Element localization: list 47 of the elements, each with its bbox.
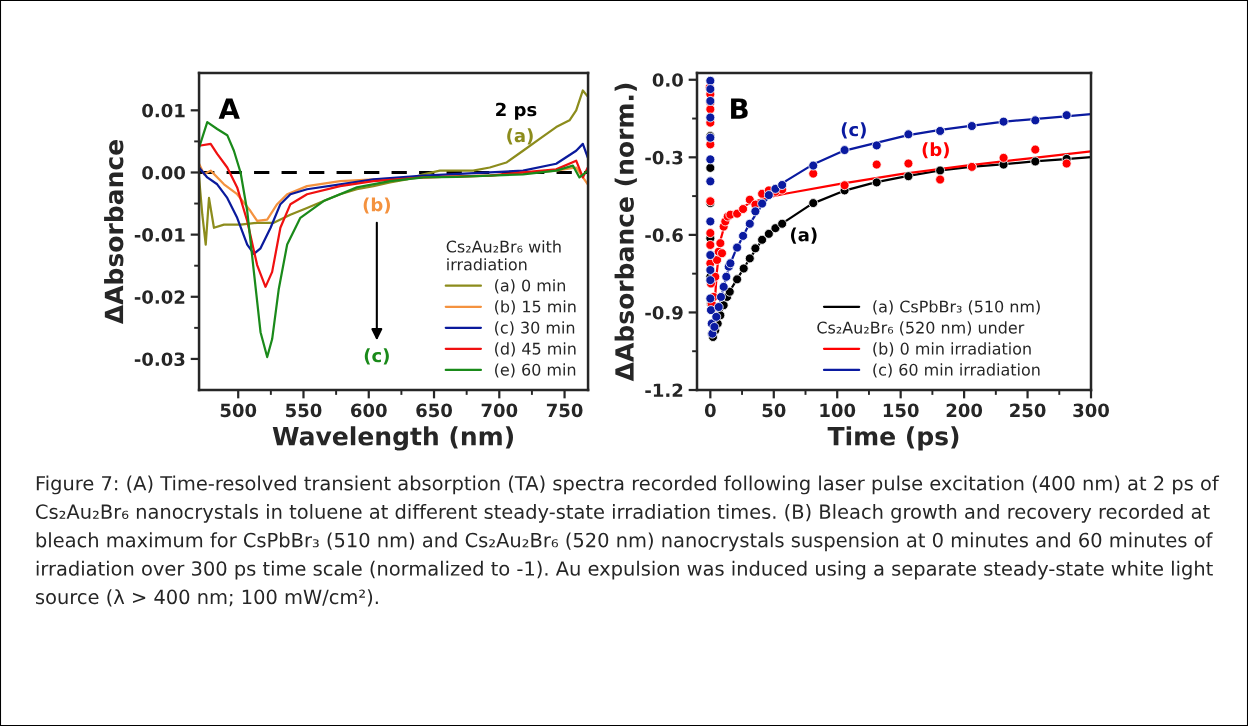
y-tick-label: -0.01 [134, 228, 185, 242]
y-tick-label: 0.01 [142, 103, 185, 118]
annotation: A [218, 98, 240, 119]
y-tick-label: -1.2 [645, 383, 683, 397]
x-tick-label: 150 [883, 403, 919, 418]
y-axis-title: ΔAbsorbance (norm.) [614, 83, 637, 382]
annotation: 2 ps [496, 102, 537, 120]
legend-label: (b) 0 min irradiation [873, 342, 1031, 357]
x-tick-label: 200 [946, 403, 983, 418]
x-tick-label: 500 [220, 403, 257, 418]
y-tick-label: 0.0 [652, 73, 683, 87]
x-tick-label: 600 [351, 403, 387, 418]
x-tick-label: 700 [481, 403, 518, 418]
caption: Figure 7: (A) Time-resolved transient absorption (TA) spectra recorded following laser pulse excitation (400 nm) at 2 ps of Cs₂Au₂Br₆ nanocrystals in toluene at different steady-state irradiation times. (B) Bleach growth and recovery recorded at bleach maximum for CsPbBr₃ (510 nm) and Cs₂Au₂Br₆ (520 nm) nanocrystals suspension at 0 minutes and 60 minutes of irradiation over 300 ps time scale (normalized to -1). Au expulsion was induced using a separate steady-state white light source (λ > 400 nm; 100 mW/cm²). [36, 475, 1220, 607]
annotation: (a) [507, 128, 533, 145]
annotation: (c) [841, 122, 866, 139]
x-tick-label: 750 [546, 403, 583, 418]
x-tick-label: 100 [820, 403, 856, 418]
annotation: Cs₂Au₂Br₆ (520 nm) under [817, 321, 1025, 336]
y-tick-label: -0.02 [134, 290, 185, 304]
x-tick-label: 50 [762, 403, 786, 418]
legend-label: (d) 45 min [495, 342, 576, 357]
y-tick-label: -0.6 [645, 228, 683, 242]
y-tick-label: -0.9 [645, 305, 683, 320]
legend-title: Cs₂Au₂Br₆ with irradiation [446, 240, 561, 271]
x-tick-label: 650 [416, 403, 452, 418]
y-axis-title: ΔAbsorbance [104, 140, 124, 325]
x-tick-label: 300 [1073, 403, 1109, 418]
legend-label: (e) 60 min [495, 363, 576, 378]
annotation: (c) [364, 348, 389, 365]
legend-label: (c) 60 min irradiation [873, 363, 1040, 378]
legend-label: (c) 30 min [495, 321, 575, 336]
y-tick-label: 0.00 [142, 165, 185, 180]
x-axis-title: Time (ps) [827, 426, 959, 451]
x-tick-label: 250 [1010, 403, 1046, 418]
annotation: B [731, 98, 748, 119]
x-tick-label: 0 [704, 403, 716, 418]
annotation: (b) [363, 197, 390, 214]
x-tick-label: 550 [286, 403, 322, 418]
y-tick-label: -0.3 [645, 150, 683, 165]
annotation: (b) [922, 142, 949, 159]
annotation: (a) [790, 227, 817, 244]
legend-label: (a) 0 min [495, 279, 566, 294]
y-tick-label: -0.03 [134, 352, 185, 367]
x-axis-title: Wavelength (nm) [272, 426, 513, 451]
legend-label: (a) CsPbBr₃ (510 nm) [873, 300, 1040, 315]
legend-label: (b) 15 min [495, 300, 576, 315]
